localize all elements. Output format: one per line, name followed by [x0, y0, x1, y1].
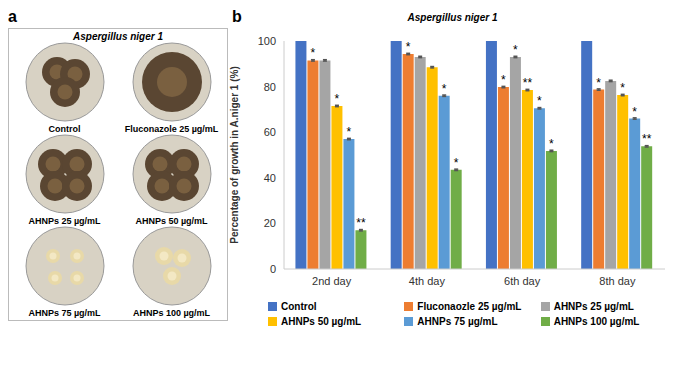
html-text:Fluconaozle 25 µg/mL: Fluconaozle 25 µg/mL — [417, 301, 522, 312]
svg-text:*: * — [620, 81, 625, 95]
svg-text:4th day: 4th day — [409, 275, 446, 287]
svg-text:20: 20 — [264, 217, 276, 229]
html-text:AHNPs 75 µg/mL: AHNPs 75 µg/mL — [417, 316, 498, 327]
svg-text:8th day: 8th day — [599, 275, 636, 287]
html-text:AHNPs 75 µg/mL: AHNPs 75 µg/mL — [28, 308, 101, 318]
svg-text:60: 60 — [264, 126, 276, 138]
html-text:Aspergillus niger 1: Aspergillus niger 1 — [407, 12, 498, 23]
svg-text:*: * — [406, 40, 411, 54]
html-text:Aspergillus niger 1: Aspergillus niger 1 — [73, 31, 163, 42]
svg-text:**: ** — [523, 76, 533, 90]
html-text:Control: Control — [281, 301, 317, 312]
svg-text:*: * — [596, 76, 601, 90]
html-text:AHNPs 50 µg/mL: AHNPs 50 µg/mL — [135, 216, 208, 226]
svg-text:2nd day: 2nd day — [312, 275, 352, 287]
svg-text:*: * — [632, 105, 637, 119]
html-text:AHNPs 100 µg/mL: AHNPs 100 µg/mL — [553, 316, 640, 327]
svg-text:*: * — [335, 92, 340, 106]
svg-text:80: 80 — [264, 81, 276, 93]
svg-text:40: 40 — [264, 172, 276, 184]
html-text:b: b — [232, 8, 242, 25]
svg-text:*: * — [347, 125, 352, 139]
html-text:Fluconazole 25 µg/mL: Fluconazole 25 µg/mL — [124, 124, 219, 134]
svg-text:6th day: 6th day — [504, 275, 541, 287]
html-text:AHNPs 100 µg/mL: AHNPs 100 µg/mL — [132, 308, 211, 318]
svg-text:0: 0 — [270, 263, 276, 275]
svg-text:**: ** — [642, 132, 652, 146]
svg-text:*: * — [311, 46, 316, 60]
html-text:AHNPs 25 µg/mL: AHNPs 25 µg/mL — [28, 216, 101, 226]
svg-text:*: * — [454, 156, 459, 170]
html-text:AHNPs 25 µg/mL: AHNPs 25 µg/mL — [553, 301, 634, 312]
html-text:AHNPs 50 µg/mL: AHNPs 50 µg/mL — [281, 316, 362, 327]
svg-text:*: * — [513, 43, 518, 57]
svg-text:*: * — [549, 137, 554, 151]
svg-text:*: * — [442, 82, 447, 96]
svg-text:Percentage of growth in A.nige: Percentage of growth in A.niger 1 (%) — [229, 66, 240, 243]
svg-text:100: 100 — [258, 35, 276, 47]
svg-text:*: * — [537, 94, 542, 108]
html-text:Control: Control — [48, 124, 81, 134]
svg-text:**: ** — [356, 216, 366, 230]
html-text:a: a — [8, 8, 17, 25]
svg-text:*: * — [501, 73, 506, 87]
